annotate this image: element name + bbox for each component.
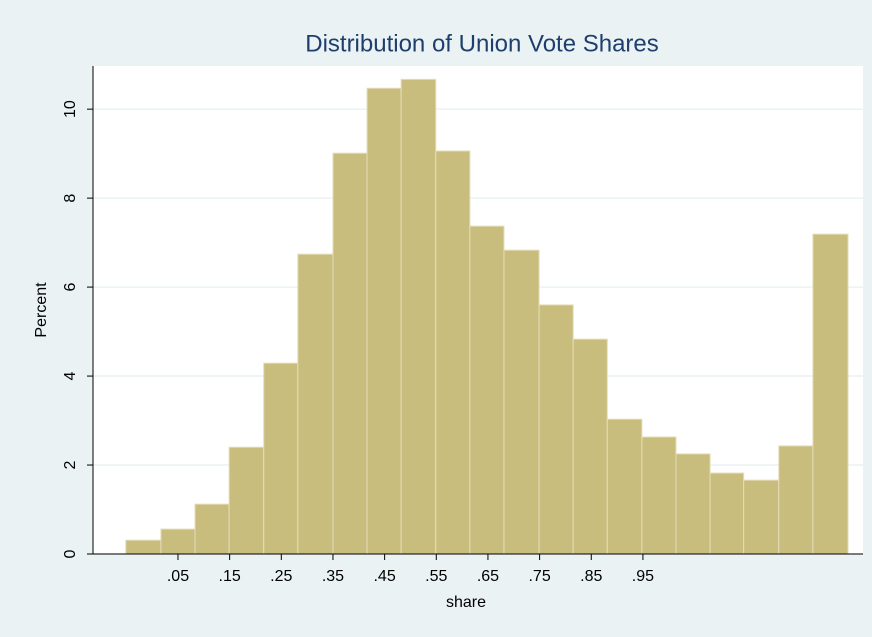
bar xyxy=(812,233,849,555)
x-tick-label: .45 xyxy=(373,568,395,585)
bar xyxy=(194,503,230,555)
bar xyxy=(572,338,608,555)
x-axis-title: share xyxy=(446,594,486,611)
bar xyxy=(297,253,334,555)
y-tick-label: 4 xyxy=(62,372,79,381)
bar xyxy=(538,304,574,555)
bar xyxy=(228,446,265,555)
bar xyxy=(641,436,677,555)
bar xyxy=(469,225,505,555)
x-tick-label: .55 xyxy=(425,568,447,585)
x-tick-label: .05 xyxy=(167,568,189,585)
y-axis-title: Percent xyxy=(33,282,50,338)
x-tick-label: .85 xyxy=(580,568,602,585)
bar xyxy=(709,472,745,555)
x-tick-label: .25 xyxy=(270,568,292,585)
x-tick-label: .75 xyxy=(528,568,550,585)
y-tick-label: 10 xyxy=(62,100,79,118)
bar xyxy=(125,539,162,555)
y-tick-label: 2 xyxy=(62,460,79,469)
x-tick-label: .95 xyxy=(632,568,654,585)
bar xyxy=(332,152,368,555)
y-tick-label: 6 xyxy=(62,283,79,292)
bar xyxy=(503,249,540,555)
bar xyxy=(675,453,711,555)
bar xyxy=(743,479,780,555)
x-tick-label: .65 xyxy=(477,568,499,585)
bar xyxy=(778,445,814,555)
bar xyxy=(435,150,471,555)
bar xyxy=(366,87,402,555)
y-tick-label: 8 xyxy=(62,194,79,203)
bar xyxy=(263,362,299,555)
chart-title: Distribution of Union Vote Shares xyxy=(305,30,659,57)
bar xyxy=(400,78,437,555)
y-tick-label: 0 xyxy=(62,549,79,558)
bar xyxy=(606,418,643,555)
x-tick-label: .35 xyxy=(322,568,344,585)
x-tick-label: .15 xyxy=(219,568,241,585)
bar xyxy=(160,528,196,555)
